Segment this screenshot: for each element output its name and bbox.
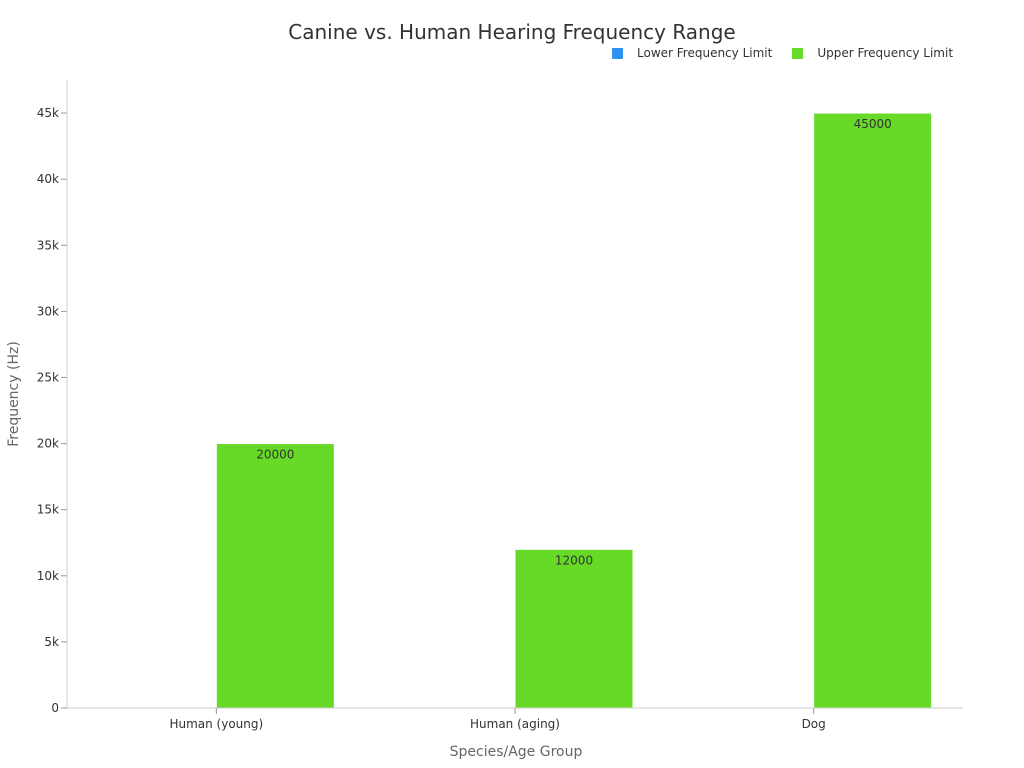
bars [97, 112, 933, 709]
y-tick-label: 20k [37, 437, 59, 451]
bar-upper-limit[interactable] [514, 548, 634, 709]
legend-label-lower: Lower Frequency Limit [637, 46, 773, 60]
y-axis-ticks: 0 5k 10k 15k 20k 25k 30k 35k 40k 45k [37, 106, 67, 715]
y-axis-title: Frequency (Hz) [6, 341, 22, 447]
data-label: 12000 [555, 553, 593, 567]
y-tick-label: 0 [51, 701, 59, 715]
data-labels: 20000 12000 45000 [256, 117, 892, 567]
x-tick-label: Human (aging) [470, 717, 560, 731]
y-tick-label: 10k [37, 569, 59, 583]
x-axis-title: Species/Age Group [450, 744, 583, 760]
legend-swatch-upper [792, 47, 804, 59]
bar-upper-limit[interactable] [813, 112, 933, 709]
data-label: 20000 [256, 448, 294, 462]
bar-upper-limit[interactable] [215, 443, 335, 709]
y-tick-label: 30k [37, 304, 59, 318]
y-tick-label: 15k [37, 503, 59, 517]
y-tick-label: 45k [37, 106, 59, 120]
y-tick-label: 25k [37, 370, 59, 384]
chart-title: Canine vs. Human Hearing Frequency Range [288, 20, 736, 44]
legend-item-lower[interactable]: Lower Frequency Limit [612, 46, 772, 60]
legend-swatch-lower [612, 47, 623, 59]
y-tick-label: 5k [44, 635, 59, 649]
legend: Lower Frequency Limit Upper Frequency Li… [612, 46, 973, 60]
x-tick-label: Human (young) [169, 717, 263, 731]
legend-label-upper: Upper Frequency Limit [817, 46, 954, 60]
legend-item-upper[interactable]: Upper Frequency Limit [792, 46, 953, 60]
y-tick-label: 40k [37, 172, 59, 186]
data-label: 45000 [854, 117, 892, 131]
x-tick-label: Dog [802, 717, 826, 731]
y-tick-label: 35k [37, 238, 59, 252]
x-axis-ticks: Human (young) Human (aging) Dog [169, 708, 826, 731]
